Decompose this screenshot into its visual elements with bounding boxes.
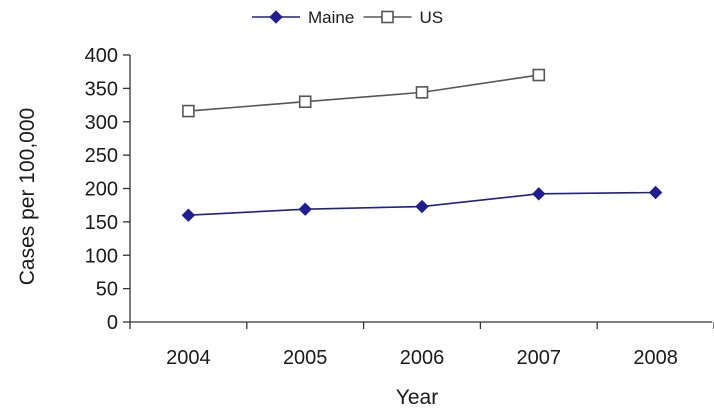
legend-marker-maine [269,10,283,24]
data-point-us [298,95,312,109]
x-tick-label: 2005 [283,347,328,369]
legend: Maine US [252,8,443,27]
series-us [182,68,546,118]
series-group [181,68,663,222]
data-point-us [182,104,195,118]
data-point-us [532,68,546,82]
legend-label-maine: Maine [308,8,354,27]
legend-item-maine: Maine [252,8,354,27]
legend-item-us: US [363,8,444,27]
y-axis-ticks: 0 50 100 150 200 250 300 350 400 [85,45,130,334]
y-tick-label: 0 [107,312,118,334]
series-line-us [188,74,539,112]
data-point-maine [532,187,546,201]
x-axis-ticks: 2004 2005 2006 2007 2008 [129,322,714,369]
y-tick-label: 400 [85,45,118,67]
data-point-maine [648,185,663,200]
x-tick-label: 2004 [166,347,211,369]
y-tick-label: 300 [85,112,118,134]
x-tick-label: 2008 [633,347,678,369]
x-tick-label: 2007 [517,347,562,369]
y-tick-label: 250 [85,145,118,167]
data-point-maine [415,199,429,214]
x-tick-label: 2006 [400,347,445,369]
data-point-maine [298,202,312,216]
data-point-maine [181,208,196,222]
data-point-us [415,86,429,99]
y-tick-label: 150 [85,212,118,234]
legend-label-us: US [420,8,444,27]
series-maine [181,185,663,222]
y-tick-label: 200 [85,179,118,201]
x-axis-title: Year [396,386,438,409]
legend-marker-us [381,10,394,24]
y-tick-label: 100 [85,245,118,267]
y-tick-label: 350 [85,78,118,100]
y-tick-label: 50 [96,279,118,301]
y-axis-title: Cases per 100,000 [16,108,39,285]
